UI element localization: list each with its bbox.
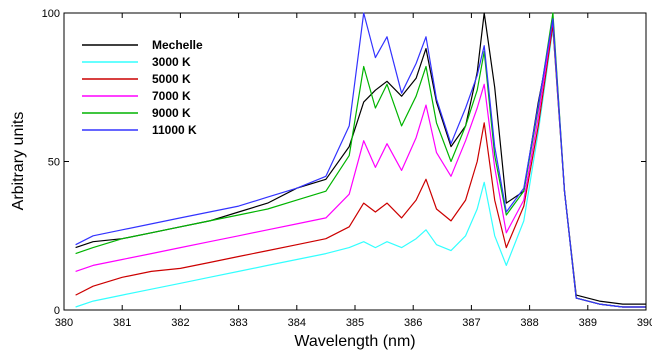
x-tick-label: 390 [637, 317, 652, 329]
legend-label: 3000 K [152, 55, 191, 69]
x-tick-label: 380 [55, 317, 73, 329]
y-tick-label: 50 [48, 157, 60, 169]
x-tick-label: 383 [229, 317, 247, 329]
x-tick-label: 381 [113, 317, 131, 329]
legend-label: 11000 K [152, 123, 197, 137]
x-tick-label: 388 [520, 317, 538, 329]
x-tick-label: 389 [579, 317, 597, 329]
x-tick-label: 382 [171, 317, 189, 329]
x-tick-label: 386 [404, 317, 422, 329]
series-line-4 [75, 12, 646, 308]
x-tick-label: 384 [288, 317, 306, 329]
y-tick-label: 0 [54, 305, 60, 317]
series-line-5 [75, 12, 646, 308]
legend-label: 7000 K [152, 89, 191, 103]
series-line-1 [75, 27, 646, 308]
legend-label: Mechelle [152, 38, 203, 52]
y-axis-title: Arbitrary units [10, 112, 27, 211]
x-tick-label: 387 [462, 317, 480, 329]
y-tick-label: 100 [42, 8, 60, 20]
legend-label: 5000 K [152, 72, 191, 86]
x-axis-title: Wavelength (nm) [294, 333, 415, 350]
legend-label: 9000 K [152, 106, 191, 120]
series-line-2 [75, 24, 646, 308]
x-tick-label: 385 [346, 317, 364, 329]
